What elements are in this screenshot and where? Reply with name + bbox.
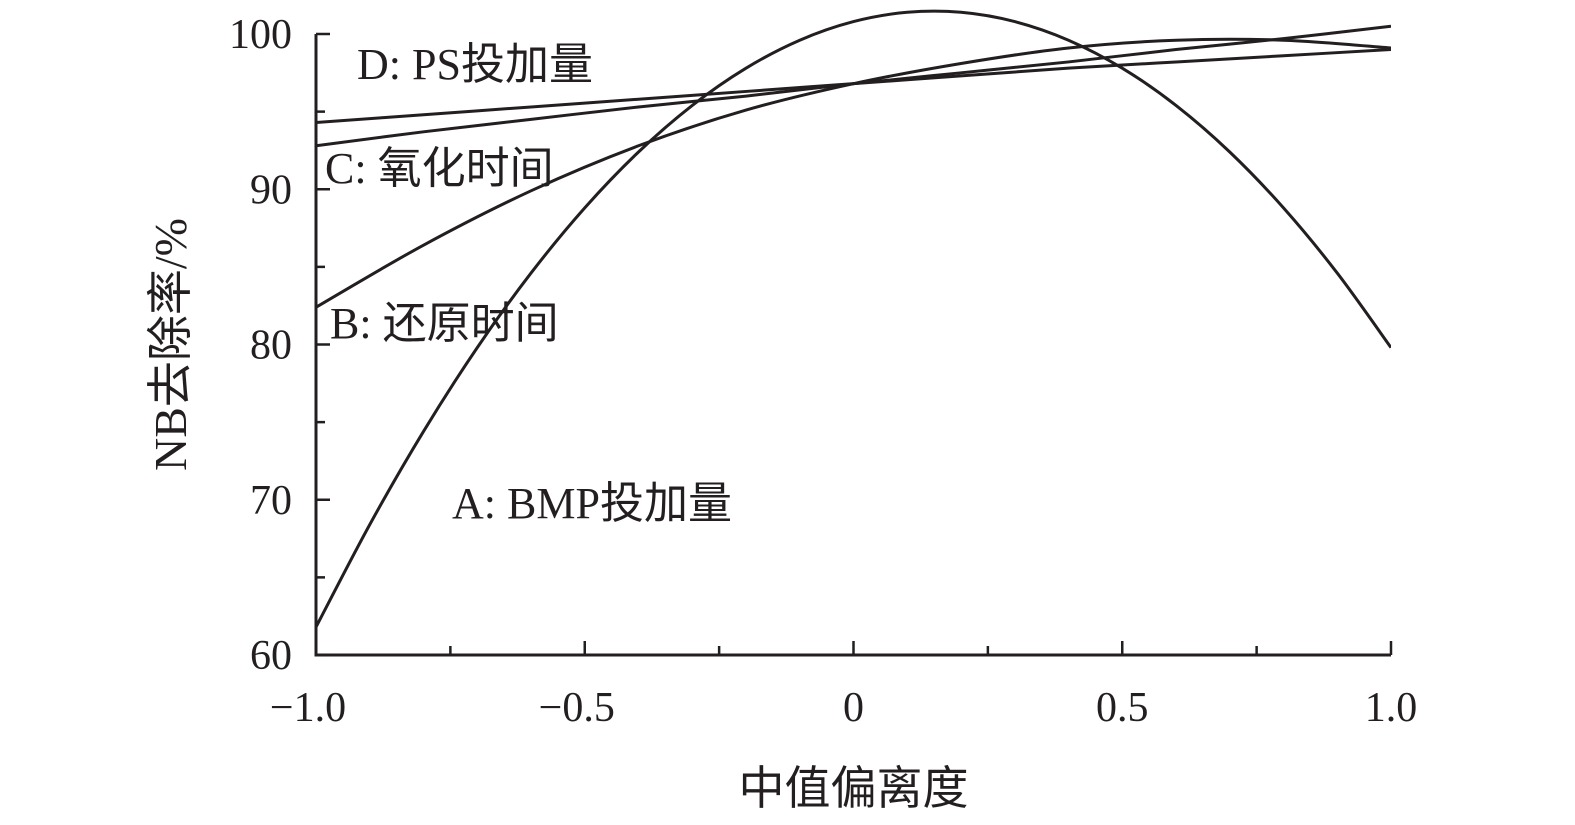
x-tick-label: −0.5	[539, 685, 615, 731]
y-tick-label: 100	[229, 12, 292, 58]
x-tick-label: 1.0	[1365, 685, 1418, 731]
series-label: A: BMP投加量	[452, 479, 732, 528]
y-axis-title: NB去除率/%	[145, 218, 196, 471]
series-label: B: 还原时间	[330, 299, 559, 348]
y-tick-label: 80	[250, 323, 292, 369]
axis-tick-labels: 60 70 80 90 100 −1.0 −0.5 0 0.5 1.0	[229, 12, 1417, 731]
series-line-d	[316, 48, 1391, 124]
series-lines	[316, 9, 1391, 628]
series-line-a	[316, 9, 1391, 628]
x-tick-label: 0.5	[1096, 685, 1149, 731]
y-tick-label: 60	[250, 633, 292, 679]
y-tick-label: 70	[250, 478, 292, 524]
y-tick-label: 90	[250, 167, 292, 213]
axis-ticks	[314, 32, 1393, 657]
series-label: C: 氧化时间	[325, 144, 554, 193]
x-tick-label: 0	[843, 685, 864, 731]
x-axis-title: 中值偏离度	[739, 763, 969, 814]
series-label: D: PS投加量	[357, 40, 593, 89]
x-tick-label: −1.0	[270, 685, 346, 731]
series-labels: A: BMP投加量 B: 还原时间 C: 氧化时间 D: PS投加量	[325, 40, 732, 528]
